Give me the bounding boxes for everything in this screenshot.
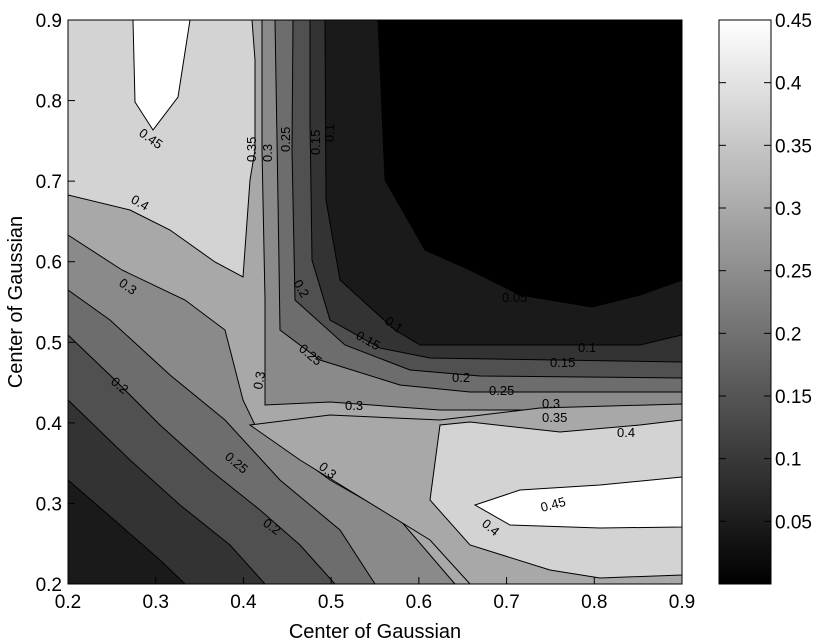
y-tick-label: 0.2 [36, 575, 62, 596]
contour-label: 0.35 [542, 410, 567, 425]
contour-label: 0.4 [617, 425, 635, 440]
contour-label: 0.2 [452, 370, 470, 385]
y-tick-label: 0.7 [36, 172, 62, 193]
y-tick-label: 0.6 [36, 253, 62, 274]
y-tick-label: 0.3 [36, 494, 62, 515]
colorbar-tick-label: 0.35 [775, 136, 812, 157]
region-0.45-right [473, 476, 683, 529]
contour-label: 0.15 [308, 130, 323, 155]
colorbar-tick-label: 0.2 [775, 324, 801, 345]
contour-label: 0.25 [278, 127, 293, 152]
contour-label: 0.45 [539, 494, 567, 515]
colorbar-tick-label: 0.45 [775, 11, 812, 32]
y-tick-label: 0.5 [36, 333, 62, 354]
contour-label: 0.3 [250, 370, 268, 390]
colorbar-tick-label: 0.4 [775, 74, 802, 95]
contour-label: 0.25 [489, 383, 514, 398]
contour-label: 0.1 [322, 124, 337, 142]
contour-plot-area [67, 19, 683, 585]
contour-label: 0.15 [550, 355, 575, 370]
colorbar-tick-label: 0.1 [775, 450, 801, 471]
contour-label: 0.1 [578, 340, 596, 355]
y-axis-label: Center of Gaussian [5, 216, 27, 388]
colorbar-tick-label: 0.05 [775, 512, 812, 533]
colorbar: 0.05 0.1 0.15 0.2 0.25 0.3 0.35 0.4 0.45 [718, 11, 812, 585]
y-tick-label: 0.9 [36, 11, 62, 32]
contour-label: 0.3 [260, 144, 275, 162]
x-tick-label: 0.7 [493, 592, 519, 613]
colorbar-tick-label: 0.15 [775, 387, 812, 408]
x-axis-label: Center of Gaussian [289, 621, 461, 643]
x-tick-label: 0.2 [55, 592, 81, 613]
colorbar-tick-label: 0.25 [775, 262, 812, 283]
y-tick-label: 0.8 [36, 92, 62, 113]
x-tick-label: 0.6 [406, 592, 432, 613]
colorbar-gradient [718, 19, 772, 585]
contour-label: 0.35 [244, 137, 259, 162]
x-axis: 0.2 0.3 0.4 0.5 0.6 0.7 0.8 0.9 [55, 577, 695, 613]
y-axis: 0.2 0.3 0.4 0.5 0.6 0.7 0.8 0.9 [36, 11, 75, 596]
x-tick-label: 0.4 [230, 592, 257, 613]
x-tick-label: 0.9 [669, 592, 695, 613]
x-tick-label: 0.3 [143, 592, 169, 613]
contour-label: 0.05 [502, 290, 527, 305]
y-tick-label: 0.4 [36, 414, 63, 435]
contour-label: 0.3 [345, 398, 363, 413]
region-0.4-top-left [67, 19, 256, 278]
contour-label: 0.3 [542, 396, 560, 411]
x-tick-label: 0.8 [581, 592, 607, 613]
x-tick-label: 0.5 [318, 592, 344, 613]
colorbar-tick-label: 0.3 [775, 199, 801, 220]
